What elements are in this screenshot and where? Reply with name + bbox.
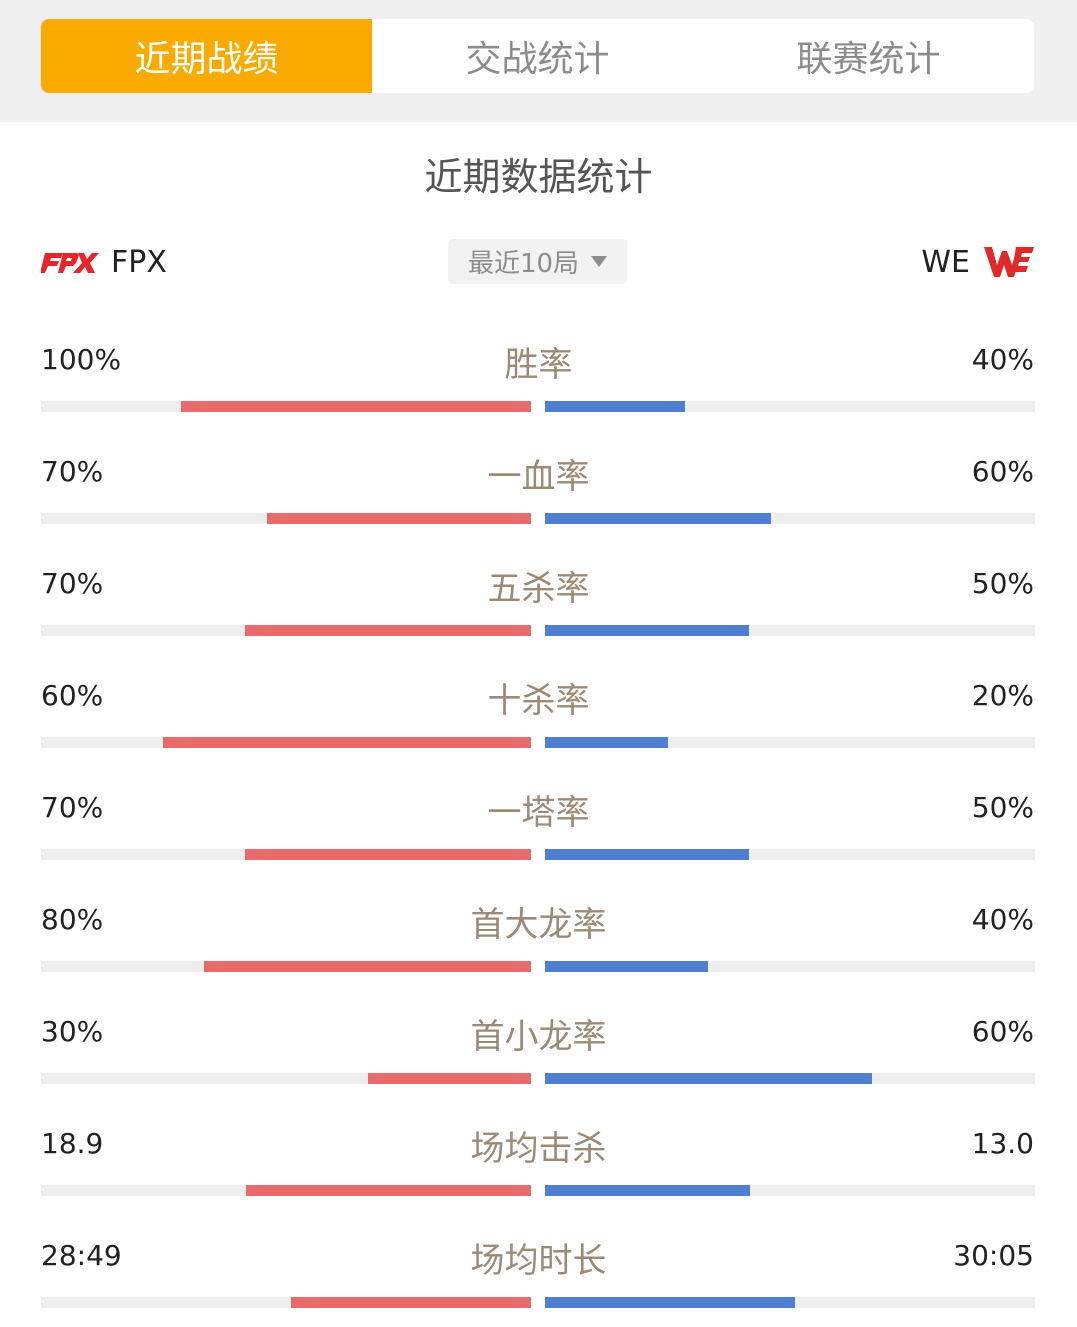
stat-label: 十杀率 — [487, 681, 590, 721]
stat-left-track — [41, 625, 531, 636]
stat-row: 70% 五杀率 50% — [0, 557, 1077, 669]
stat-right-track — [545, 737, 1035, 748]
stat-right-value: 60% — [971, 1015, 1034, 1048]
stat-right-bar — [545, 1297, 795, 1308]
stat-left-track — [41, 513, 531, 524]
stat-left-bar — [181, 401, 531, 412]
stat-label: 首大龙率 — [470, 905, 607, 945]
stat-left-track — [41, 849, 531, 860]
stat-left-value: 70% — [41, 791, 104, 824]
stat-label: 一血率 — [487, 457, 590, 497]
stat-left-value: 60% — [41, 679, 104, 712]
section-title: 近期数据统计 — [424, 155, 653, 199]
stat-left-value: 28:49 — [41, 1239, 122, 1272]
stat-left-track — [41, 961, 531, 972]
stat-left-track — [41, 737, 531, 748]
stat-right-track — [545, 1073, 1035, 1084]
fpx-logo-icon — [41, 250, 99, 274]
team-right: WE — [921, 240, 1034, 284]
stat-left-bar — [291, 1297, 531, 1308]
stat-right-bar — [545, 737, 668, 748]
caret-down-icon — [591, 256, 608, 267]
stat-row: 80% 首大龙率 40% — [0, 893, 1077, 1005]
stat-left-bar — [368, 1073, 531, 1084]
stat-left-bar — [246, 1185, 531, 1196]
stat-right-value: 30:05 — [953, 1239, 1034, 1272]
stat-label: 首小龙率 — [470, 1017, 607, 1057]
stat-right-value: 60% — [971, 455, 1034, 488]
top-tab-area: 近期战绩 交战统计 联赛统计 — [0, 0, 1077, 122]
tab-head-to-head[interactable]: 交战统计 — [465, 39, 610, 80]
stat-right-track — [545, 401, 1035, 412]
tab-recent-record[interactable]: 近期战绩 — [41, 19, 372, 93]
team-right-name: WE — [921, 244, 970, 280]
stat-right-value: 20% — [971, 679, 1034, 712]
stat-left-track — [41, 1297, 531, 1308]
stat-label: 场均时长 — [470, 1241, 607, 1281]
stat-left-value: 18.9 — [41, 1127, 104, 1160]
stat-right-track — [545, 513, 1035, 524]
stat-row: 70% 一血率 60% — [0, 445, 1077, 557]
team-left-name: FPX — [111, 244, 167, 280]
stat-label: 五杀率 — [487, 569, 590, 609]
stat-right-value: 50% — [971, 567, 1034, 600]
stat-right-value: 40% — [971, 903, 1034, 936]
stat-left-bar — [204, 961, 531, 972]
tab-league-stats[interactable]: 联赛统计 — [796, 39, 941, 80]
stat-right-value: 50% — [971, 791, 1034, 824]
recent-games-dropdown[interactable]: 最近10局 — [448, 239, 627, 284]
stat-right-track — [545, 961, 1035, 972]
stat-left-value: 100% — [41, 343, 122, 376]
stat-right-bar — [545, 1185, 750, 1196]
stat-left-track — [41, 1185, 531, 1196]
stat-left-value: 30% — [41, 1015, 104, 1048]
stat-right-bar — [545, 513, 771, 524]
team-left: FPX — [41, 240, 167, 284]
stat-left-value: 70% — [41, 455, 104, 488]
tab-bar: 近期战绩 交战统计 联赛统计 — [41, 19, 1034, 93]
stat-left-value: 70% — [41, 567, 104, 600]
we-logo-icon — [984, 245, 1034, 279]
stat-label: 一塔率 — [487, 793, 590, 833]
stat-row: 30% 首小龙率 60% — [0, 1005, 1077, 1117]
stat-right-track — [545, 849, 1035, 860]
stat-right-bar — [545, 961, 708, 972]
stat-left-bar — [163, 737, 531, 748]
stat-right-value: 40% — [971, 343, 1034, 376]
stat-label: 胜率 — [504, 345, 573, 385]
stat-left-bar — [245, 849, 531, 860]
stat-right-value: 13.0 — [971, 1127, 1034, 1160]
stat-row: 100% 胜率 40% — [0, 333, 1077, 445]
stat-row: 18.9 场均击杀 13.0 — [0, 1117, 1077, 1229]
stat-row: 28:49 场均时长 30:05 — [0, 1229, 1077, 1327]
stat-row: 60% 十杀率 20% — [0, 669, 1077, 781]
stat-left-bar — [245, 625, 531, 636]
stat-row: 70% 一塔率 50% — [0, 781, 1077, 893]
stat-right-track — [545, 1297, 1035, 1308]
stat-right-track — [545, 1185, 1035, 1196]
stat-label: 场均击杀 — [470, 1129, 607, 1169]
stat-right-bar — [545, 625, 749, 636]
stat-right-bar — [545, 401, 685, 412]
stat-left-value: 80% — [41, 903, 104, 936]
stat-right-track — [545, 625, 1035, 636]
dropdown-label: 最近10局 — [467, 249, 580, 279]
stat-left-track — [41, 401, 531, 412]
stat-right-bar — [545, 1073, 872, 1084]
stat-left-track — [41, 1073, 531, 1084]
stat-left-bar — [267, 513, 531, 524]
stat-right-bar — [545, 849, 749, 860]
